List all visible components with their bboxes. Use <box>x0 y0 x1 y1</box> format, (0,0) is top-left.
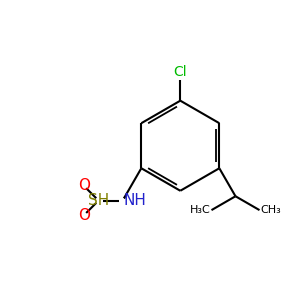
Text: H₃C: H₃C <box>190 205 210 215</box>
Text: NH: NH <box>124 193 147 208</box>
Text: O: O <box>78 208 90 223</box>
Text: O: O <box>78 178 90 194</box>
Text: CH₃: CH₃ <box>261 205 281 215</box>
Text: Cl: Cl <box>173 65 187 79</box>
Text: SH: SH <box>88 193 109 208</box>
